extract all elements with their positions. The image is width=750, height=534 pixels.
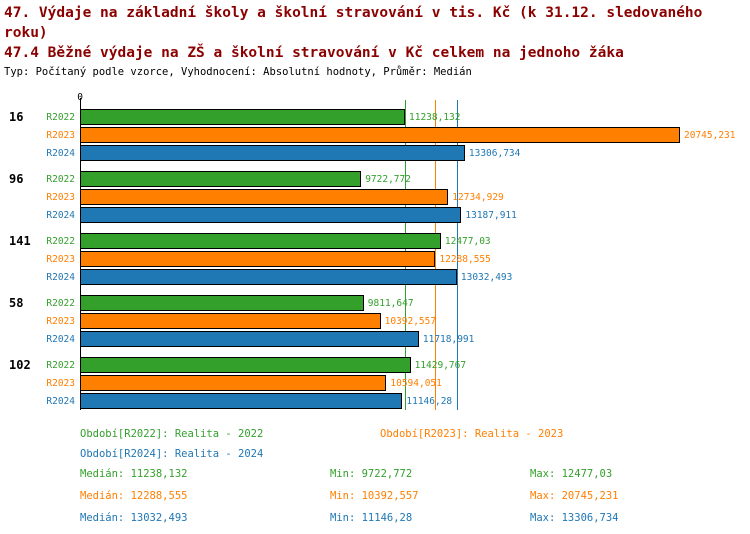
bar <box>80 393 403 409</box>
stats-row-r2024: Medián: 13032,493 Min: 11146,28 Max: 133… <box>0 512 750 534</box>
series-label: R2023 <box>46 315 75 327</box>
bar-row: R2023 10392,557 <box>0 312 750 330</box>
min-value: Min: 9722,772 <box>330 468 413 480</box>
chart-meta-info: Typ: Počítaný podle vzorce, Vyhodnocení:… <box>4 66 472 78</box>
bar <box>80 207 462 223</box>
series-label: R2024 <box>46 147 75 159</box>
bar <box>80 357 411 373</box>
legend-item-r2024: Období[R2024]: Realita - 2024 <box>80 448 264 460</box>
series-label: R2024 <box>46 209 75 221</box>
bar-row: R2023 12288,555 <box>0 250 750 268</box>
bar-value-label: 10392,557 <box>384 315 437 327</box>
bar <box>80 233 441 249</box>
series-label: R2022 <box>46 111 75 123</box>
median-value: Medián: 12288,555 <box>80 490 188 502</box>
group-label: 96 <box>9 172 24 186</box>
bar <box>80 375 387 391</box>
bar <box>80 109 405 125</box>
bar-row: R2024 13187,911 <box>0 206 750 224</box>
bar-group: R2022 11238,132 R2023 20745,231 R2024 13306,7… <box>0 108 750 162</box>
bar-chart: 0 R2022 11238,132 R2023 20745,231 R2024 13306… <box>0 92 750 410</box>
bar-value-label: 12477,03 <box>444 235 491 247</box>
group-label: 141 <box>9 234 31 248</box>
max-value: Max: 12477,03 <box>530 468 613 480</box>
bar-row: R2022 9722,772 <box>0 170 750 188</box>
stats-row-r2023: Medián: 12288,555 Min: 10392,557 Max: 20… <box>0 490 750 512</box>
bar-group: R2022 9811,647 R2023 10392,557 R2024 11718,99… <box>0 294 750 348</box>
stats-row-r2022: Medián: 11238,132 Min: 9722,772 Max: 124… <box>0 468 750 490</box>
bar-value-label: 11238,132 <box>409 111 461 123</box>
bar-value-label: 9811,647 <box>367 297 414 309</box>
series-label: R2023 <box>46 191 75 203</box>
plot-area: R2022 11238,132 R2023 20745,231 R2024 13306,7… <box>0 98 750 410</box>
series-label: R2024 <box>46 271 75 283</box>
bar-group: R2022 9722,772 R2023 12734,929 R2024 13187,91… <box>0 170 750 224</box>
group-label: 16 <box>9 110 24 124</box>
bar-row: R2023 20745,231 <box>0 126 750 144</box>
bar-value-label: 11429,767 <box>414 359 467 371</box>
bar-row: R2023 10594,051 <box>0 374 750 392</box>
bar-value-label: 13032,493 <box>460 271 513 283</box>
median-value: Medián: 11238,132 <box>80 468 188 480</box>
bar-value-label: 9722,772 <box>365 173 411 185</box>
bar-value-label: 12734,929 <box>452 191 504 203</box>
chart-subtitle: 47.4 Běžné výdaje na ZŠ a školní stravov… <box>4 45 624 61</box>
bar <box>80 189 449 205</box>
statistics: Medián: 11238,132 Min: 9722,772 Max: 124… <box>0 468 750 534</box>
series-label: R2024 <box>46 395 75 407</box>
bar <box>80 269 457 285</box>
group-label: 58 <box>9 296 24 310</box>
group-label: 102 <box>9 358 31 372</box>
bar-value-label: 20745,231 <box>684 129 736 141</box>
bar <box>80 145 465 161</box>
bar-row: R2024 11146,28 <box>0 392 750 410</box>
bar <box>80 251 436 267</box>
bar <box>80 171 362 187</box>
max-value: Max: 20745,231 <box>530 490 619 502</box>
bar-value-label: 11146,28 <box>406 395 453 407</box>
bar <box>80 313 381 329</box>
series-label: R2022 <box>46 235 75 247</box>
median-value: Medián: 13032,493 <box>80 512 188 524</box>
bar-row: R2022 11429,767 <box>0 356 750 374</box>
series-label: R2024 <box>46 333 75 345</box>
legend-item-r2023: Období[R2023]: Realita - 2023 <box>380 428 564 440</box>
min-value: Min: 10392,557 <box>330 490 419 502</box>
bar-row: R2022 12477,03 <box>0 232 750 250</box>
bar-row: R2022 11238,132 <box>0 108 750 126</box>
bar-row: R2024 11718,991 <box>0 330 750 348</box>
bar-value-label: 13187,911 <box>465 209 517 221</box>
legend-item-r2022: Období[R2022]: Realita - 2022 <box>80 428 264 440</box>
bar-row: R2024 13306,734 <box>0 144 750 162</box>
series-label: R2022 <box>46 297 75 309</box>
bar-value-label: 12288,555 <box>439 253 491 265</box>
series-label: R2023 <box>46 253 75 265</box>
bar-value-label: 11718,991 <box>422 333 475 345</box>
bar <box>80 127 680 143</box>
bar <box>80 295 364 311</box>
x-axis-zero-label: 0 <box>0 92 83 103</box>
bar <box>80 331 419 347</box>
page-title: 47. Výdaje na základní školy a školní st… <box>4 5 703 41</box>
bar-group: R2022 11429,767 R2023 10594,051 R2024 11146,2… <box>0 356 750 410</box>
median-line <box>456 100 458 410</box>
series-label: R2023 <box>46 129 75 141</box>
bar-value-label: 10594,051 <box>390 377 442 389</box>
series-label: R2022 <box>46 359 75 371</box>
bar-row: R2022 9811,647 <box>0 294 750 312</box>
series-label: R2023 <box>46 377 75 389</box>
bar-value-label: 13306,734 <box>468 147 521 159</box>
min-value: Min: 11146,28 <box>330 512 413 524</box>
series-label: R2022 <box>46 173 75 185</box>
bar-row: R2024 13032,493 <box>0 268 750 286</box>
median-line <box>435 100 437 410</box>
bar-row: R2023 12734,929 <box>0 188 750 206</box>
bar-group: R2022 12477,03 R2023 12288,555 R2024 13032,49… <box>0 232 750 286</box>
max-value: Max: 13306,734 <box>530 512 619 524</box>
y-axis-line <box>80 98 81 410</box>
